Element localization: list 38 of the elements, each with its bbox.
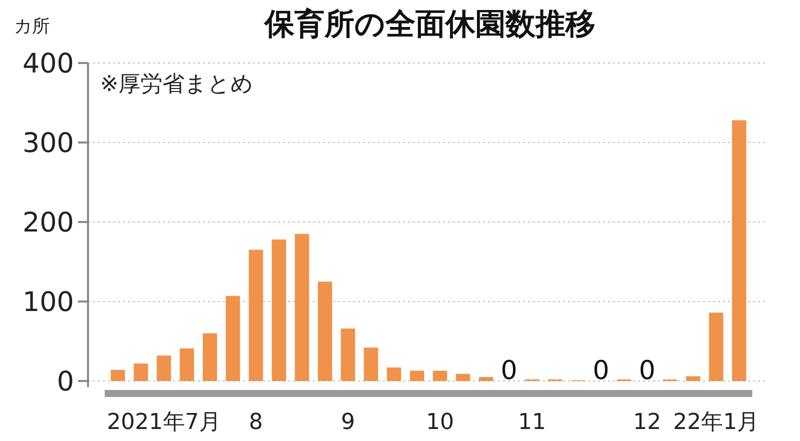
bar xyxy=(456,374,470,381)
y-tick-label: 200 xyxy=(22,207,74,238)
bar xyxy=(708,312,724,381)
bar xyxy=(180,348,194,381)
bar xyxy=(364,348,378,381)
data-label: 0 xyxy=(592,356,610,386)
bar xyxy=(732,120,746,381)
bar xyxy=(340,328,356,381)
bar xyxy=(478,377,494,381)
bar xyxy=(110,370,126,381)
bar xyxy=(686,376,700,381)
x-tick-label: 22年1月 xyxy=(673,410,760,435)
y-tick-label: 0 xyxy=(56,366,74,398)
y-axis-title: カ所 xyxy=(14,16,50,37)
x-tick-label: 9 xyxy=(340,410,355,435)
bar xyxy=(226,296,240,381)
bar xyxy=(156,356,172,381)
data-label: 0 xyxy=(500,356,518,386)
x-tick-label: 2021年7月 xyxy=(106,410,221,435)
bar xyxy=(202,333,218,381)
data-label: 0 xyxy=(638,356,656,386)
bar xyxy=(272,239,286,381)
bar xyxy=(386,367,402,381)
bar xyxy=(432,370,448,381)
x-tick-label: 12 xyxy=(633,410,662,435)
x-tick-label: 11 xyxy=(518,410,546,435)
chart-title: 保育所の全面休園数推移 xyxy=(264,7,596,42)
bar xyxy=(318,282,332,381)
bar xyxy=(294,234,310,381)
bar xyxy=(248,250,264,381)
y-tick-label: 100 xyxy=(22,286,74,318)
y-tick-label: 300 xyxy=(22,128,74,159)
bar xyxy=(134,364,148,381)
bar xyxy=(410,370,424,381)
x-tick-label: 10 xyxy=(426,410,454,435)
y-tick-label: 400 xyxy=(22,48,74,80)
x-tick-label: 8 xyxy=(248,410,263,435)
annotation: ※厚労省まとめ xyxy=(100,72,254,97)
